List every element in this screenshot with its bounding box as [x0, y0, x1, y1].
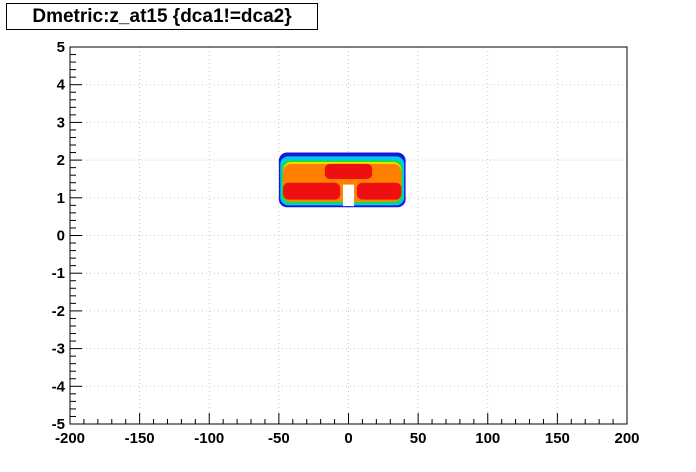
- y-tick-label: -3: [52, 341, 65, 358]
- x-tick-label: -50: [268, 430, 290, 447]
- y-tick-label: 2: [57, 152, 65, 169]
- y-tick-label: -1: [52, 265, 65, 282]
- heatmap-cell-peak-right: [356, 182, 402, 200]
- chart-title-box: Dmetric:z_at15 {dca1!=dca2}: [6, 3, 318, 30]
- y-tick-label: 5: [57, 39, 65, 56]
- heatmap-density: [278, 152, 406, 208]
- y-tick-label: 4: [57, 77, 66, 94]
- x-tick-label: -150: [125, 430, 155, 447]
- x-tick-label: -100: [194, 430, 224, 447]
- x-tick-label: 150: [545, 430, 570, 447]
- x-tick-label: 100: [475, 430, 500, 447]
- axes: -200 -150 -100 -50 0 50 100 150 200 -5 -4 -3 -2 -1 0 1 2…: [52, 39, 640, 447]
- y-tick-label: -5: [52, 416, 65, 433]
- y-tick-label: 3: [57, 114, 65, 131]
- x-tick-label: 200: [614, 430, 639, 447]
- heatmap-cell-peak-center: [324, 163, 373, 179]
- grid-lines: [70, 47, 627, 424]
- y-tick-label: 0: [57, 228, 65, 245]
- x-tick-label: 50: [410, 430, 427, 447]
- y-tick-label: -2: [52, 303, 65, 320]
- y-tick-label: 1: [57, 190, 65, 207]
- y-tick-label: -4: [52, 378, 66, 395]
- heatmap-cell-peak-left: [283, 182, 341, 200]
- x-tick-label: 0: [344, 430, 352, 447]
- x-tick-label: -200: [55, 430, 85, 447]
- chart-title: Dmetric:z_at15 {dca1!=dca2}: [32, 5, 292, 27]
- heatmap-gap: [342, 184, 355, 207]
